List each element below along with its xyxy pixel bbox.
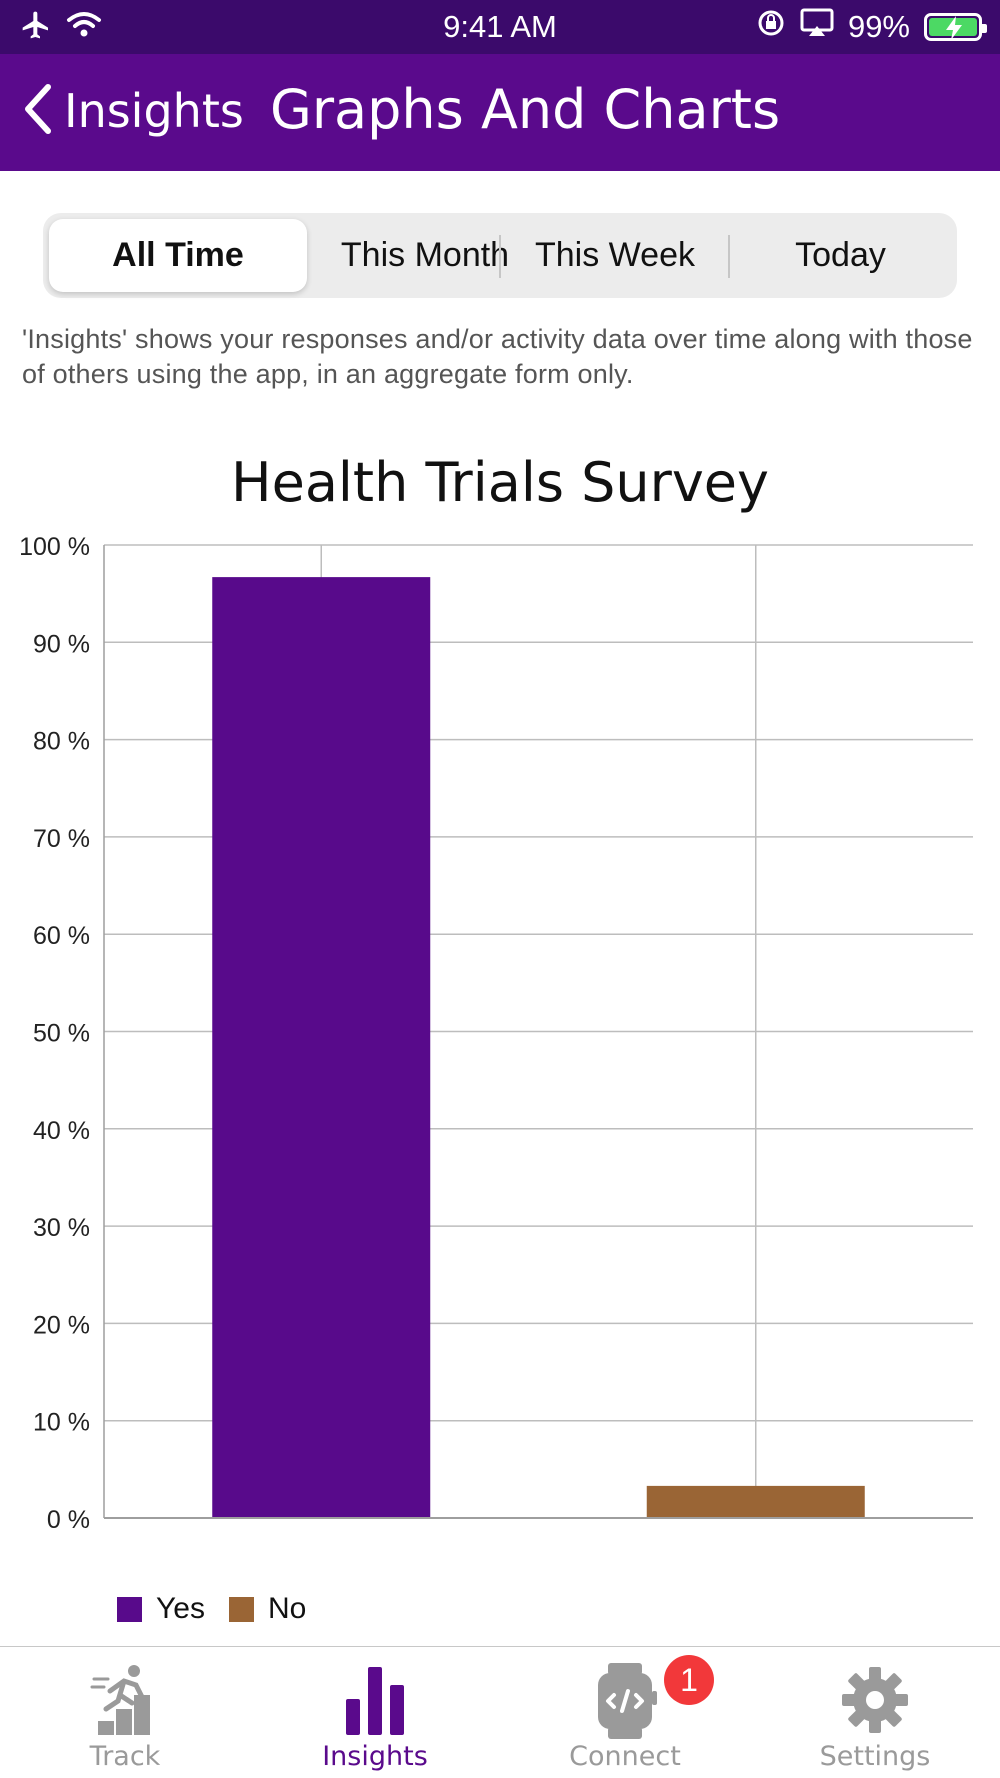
legend-item-no: No xyxy=(228,1592,307,1626)
time-range-segmented-control: All Time This Month This Week Today xyxy=(43,213,957,298)
tab-connect[interactable]: Connect xyxy=(500,1647,750,1778)
y-tick-label: 80 % xyxy=(33,728,90,756)
battery-percent: 99% xyxy=(847,9,910,44)
y-tick-label: 20 % xyxy=(33,1311,90,1339)
status-time: 9:41 AM xyxy=(443,9,557,44)
y-tick-label: 40 % xyxy=(33,1117,90,1145)
segment-divider xyxy=(728,235,730,278)
battery-charging-icon xyxy=(924,13,987,41)
wifi-icon xyxy=(66,10,102,44)
chevron-left-icon xyxy=(22,83,52,139)
gear-icon xyxy=(750,1661,1000,1741)
legend-label-yes: Yes xyxy=(156,1592,205,1625)
segment-all-time[interactable]: All Time xyxy=(49,219,307,292)
bar-chart: 0 % 10 % 20 % 30 % 40 % 50 % 60 % 70 % 80 % 90 % 1… xyxy=(19,533,973,1534)
y-tick-label: 0 % xyxy=(47,1506,90,1534)
tab-insights[interactable]: Insights xyxy=(250,1647,500,1778)
tab-settings-label: Settings xyxy=(819,1741,931,1772)
insights-icon xyxy=(250,1661,500,1741)
chart-legend: Yes No xyxy=(117,1592,318,1626)
connect-notification-badge: 1 xyxy=(664,1655,714,1705)
legend-swatch-yes xyxy=(117,1596,142,1622)
segment-today[interactable]: Today xyxy=(795,236,886,274)
segment-this-week[interactable]: This Week xyxy=(535,236,695,274)
tab-insights-label: Insights xyxy=(322,1741,428,1772)
status-bar-left xyxy=(20,8,102,46)
y-tick-label: 60 % xyxy=(33,922,90,950)
y-tick-label: 90 % xyxy=(33,630,90,658)
connect-watch-icon xyxy=(500,1661,750,1741)
legend-item-yes: Yes xyxy=(117,1592,205,1626)
tab-connect-label: Connect xyxy=(569,1741,681,1772)
legend-swatch-no xyxy=(228,1596,254,1622)
insights-description: 'Insights' shows your responses and/or a… xyxy=(22,324,973,389)
y-tick-label: 50 % xyxy=(33,1020,90,1048)
track-icon xyxy=(0,1661,250,1741)
back-button[interactable]: Insights xyxy=(22,80,244,142)
tab-bar: Track Insights Connect xyxy=(0,1646,1000,1778)
y-tick-label: 30 % xyxy=(33,1214,90,1242)
tab-track[interactable]: Track xyxy=(0,1647,250,1778)
status-bar-right: 99% xyxy=(756,8,987,46)
tab-track-label: Track xyxy=(89,1741,161,1772)
airplane-icon xyxy=(20,9,52,45)
y-tick-label: 70 % xyxy=(33,825,90,853)
y-tick-label: 100 % xyxy=(19,533,90,561)
bar-no xyxy=(646,1485,865,1518)
chart-title: Health Trials Survey xyxy=(231,451,769,514)
orientation-lock-icon xyxy=(756,8,786,46)
segment-divider xyxy=(499,235,501,278)
segment-this-month[interactable]: This Month xyxy=(340,236,510,274)
page-title: Graphs And Charts xyxy=(270,78,781,141)
y-tick-label: 10 % xyxy=(33,1409,90,1437)
airplay-icon xyxy=(800,8,834,46)
navigation-bar: Insights Graphs And Charts xyxy=(0,54,1000,171)
legend-label-no: No xyxy=(267,1592,307,1625)
status-bar: 9:41 AM 99% xyxy=(0,0,1000,54)
bar-yes xyxy=(212,577,431,1518)
tab-settings[interactable]: Settings xyxy=(750,1647,1000,1778)
back-button-label: Insights xyxy=(64,84,244,138)
